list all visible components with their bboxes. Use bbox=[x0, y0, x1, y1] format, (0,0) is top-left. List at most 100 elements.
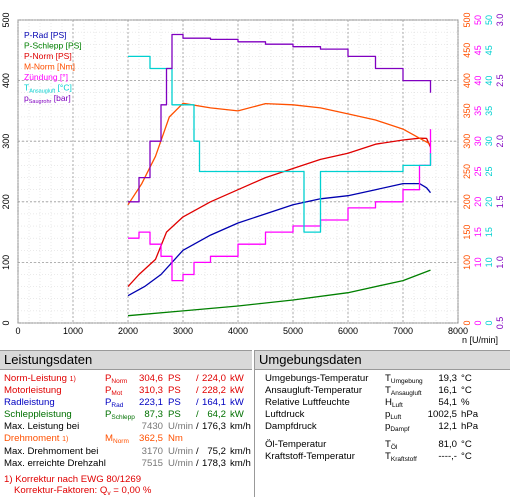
drehmoment-symbol: MNorm bbox=[105, 433, 129, 445]
umgebung-symbol: TAnsaugluft bbox=[385, 385, 422, 397]
drehmoment-unit-1: U/min bbox=[168, 458, 194, 469]
right-axis-1-tick-label: 350 bbox=[462, 103, 472, 118]
right-axis-2-tick-label: 10 bbox=[473, 257, 483, 267]
umgebung-symbol: pDampf bbox=[385, 421, 410, 433]
leistung-value-1: 223,1 bbox=[138, 397, 163, 408]
umgebung-unit: hPa bbox=[461, 409, 479, 420]
umgebung-label: Dampfdruck bbox=[265, 421, 317, 432]
leistung-value-2: 176,3 bbox=[202, 421, 227, 432]
leistung-value-2: 164,1 bbox=[202, 397, 227, 408]
umgebung-value: 12,1 bbox=[438, 421, 457, 432]
x-tick-label: 3000 bbox=[173, 326, 193, 336]
umgebung-unit: °C bbox=[461, 385, 472, 396]
right-axis-4-tick-label: 0.5 bbox=[495, 317, 505, 330]
right-axis-1-tick-label: 150 bbox=[462, 225, 472, 240]
right-axis-1-tick-label: 200 bbox=[462, 194, 472, 209]
umgebung-unit: hPa bbox=[461, 421, 479, 432]
leistung-row: Radleistung PRad 223,1 PS/164,1 kW bbox=[0, 397, 252, 409]
leistung-value-2: 64,2 bbox=[207, 409, 226, 420]
series-line-t_ansaugluft bbox=[128, 55, 432, 233]
leistung-symbol: PRad bbox=[105, 397, 124, 409]
right-axis-1-tick-label: 300 bbox=[462, 134, 472, 149]
umgebung-label: Relative Luftfeuchte bbox=[265, 397, 350, 408]
series-line-p-schlepp bbox=[127, 269, 431, 317]
leistung-row: Schleppleistung PSchlepp 87,3 PS/64,2 kW bbox=[0, 409, 252, 421]
leistung-label: Radleistung bbox=[4, 397, 55, 408]
leistung-label: Motorleistung bbox=[4, 385, 62, 396]
drehmoment-value-1: 3170 bbox=[141, 445, 163, 457]
umgebung-value: 1002,5 bbox=[427, 409, 457, 420]
leistung-symbol: PSchlepp bbox=[105, 409, 135, 421]
leistung-unit-1: PS bbox=[168, 409, 181, 420]
right-axis-2-tick-label: 15 bbox=[473, 227, 483, 237]
right-axis-1-tick-label: 250 bbox=[462, 164, 472, 179]
footnote-2: Korrektur-Faktoren: Qv = 0,00 % bbox=[14, 485, 152, 497]
leistung-value-1: 87,3 bbox=[144, 409, 163, 420]
umgebung-row: Öl-Temperatur TÖl 81,0 °C bbox=[255, 439, 510, 451]
legend-entry: P-Schlepp [PS] bbox=[24, 41, 82, 51]
series-line-p-rad bbox=[127, 182, 432, 297]
right-axis-1-tick-label: 500 bbox=[462, 12, 472, 27]
legend-entry: Zündung [°] bbox=[24, 72, 68, 82]
leistung-row: Norm-Leistung 1) PNorm 304,6 PS/224,0 kW bbox=[0, 373, 252, 385]
umgebung-symbol: HLuft bbox=[385, 397, 403, 409]
umgebung-symbol: TUmgebung bbox=[385, 373, 423, 385]
x-tick-label: 0 bbox=[15, 326, 20, 336]
right-axis-3-tick-label: 50 bbox=[484, 15, 494, 25]
right-axis-3-tick-label: 15 bbox=[484, 227, 494, 237]
drehmoment-value-1: 362,5 bbox=[138, 433, 163, 444]
legend-entry: M-Norm [Nm] bbox=[24, 62, 75, 72]
leistung-unit-1: PS bbox=[168, 397, 181, 408]
drehmoment-label: Drehmoment 1) bbox=[4, 433, 69, 444]
leistung-unit-2: kW bbox=[230, 373, 244, 384]
x-tick-label: 5000 bbox=[283, 326, 303, 336]
left-tick-label: 100 bbox=[1, 255, 11, 270]
right-axis-3-tick-label: 40 bbox=[484, 76, 494, 86]
right-axis-3-tick-label: 0 bbox=[484, 320, 494, 325]
drehmoment-unit-1: Nm bbox=[168, 433, 183, 444]
umgebung-symbol: TKraftstoff bbox=[385, 451, 417, 463]
drehmoment-unit-2: km/h bbox=[230, 445, 251, 457]
right-axis-2-tick-label: 30 bbox=[473, 136, 483, 146]
right-axis-3-tick-label: 20 bbox=[484, 197, 494, 207]
drehmoment-unit-1: U/min bbox=[168, 445, 194, 457]
left-tick-label: 500 bbox=[1, 12, 11, 27]
drehmoment-value-2: 75,2 bbox=[207, 445, 226, 457]
drehmoment-row: Max. erreichte Drehzahl 7515 U/min/178,3 km… bbox=[4, 458, 251, 469]
umgebung-row: Kraftstoff-Temperatur TKraftstoff ----,- °C bbox=[255, 451, 510, 463]
left-tick-label: 300 bbox=[1, 134, 11, 149]
umgebung-value: ----,- bbox=[438, 451, 457, 462]
leistung-value-1: 304,6 bbox=[138, 373, 163, 384]
x-tick-label: 8000 bbox=[448, 326, 468, 336]
umgebung-label: Luftdruck bbox=[265, 409, 305, 420]
right-axis-1-tick-label: 400 bbox=[462, 73, 472, 88]
right-axis-4-tick-label: 1.0 bbox=[495, 256, 505, 269]
leistung-value-1: 310,3 bbox=[138, 385, 163, 396]
right-axis-2-tick-label: 40 bbox=[473, 76, 483, 86]
right-axis-1-tick-label: 0 bbox=[462, 320, 472, 325]
umgebung-row: Luftdruck pLuft 1002,5 hPa bbox=[255, 409, 510, 421]
x-tick-label: 4000 bbox=[228, 326, 248, 336]
drehmoment-row: Max. Drehmoment bei 3170 U/min/75,2 km/h bbox=[4, 445, 251, 457]
leistung-unit-1: PS bbox=[168, 385, 181, 396]
umgebungsdaten-panel: Umgebungsdaten Umgebungs-Temperatur TUmge… bbox=[254, 350, 510, 497]
right-axis-3-tick-label: 10 bbox=[484, 257, 494, 267]
umgebung-row: Dampfdruck pDampf 12,1 hPa bbox=[255, 421, 510, 433]
leistung-value-2: 224,0 bbox=[202, 373, 227, 384]
umgebungsdaten-title: Umgebungsdaten bbox=[259, 352, 362, 367]
leistungsdaten-panel: Leistungsdaten Norm-Leistung 1) PNorm 304,… bbox=[0, 350, 252, 497]
right-axis-2-tick-label: 35 bbox=[473, 106, 483, 116]
umgebung-row: Ansaugluft-Temperatur TAnsaugluft 16,1 °C bbox=[255, 385, 510, 397]
umgebung-label: Kraftstoff-Temperatur bbox=[265, 451, 355, 462]
leistung-symbol: PMot bbox=[105, 385, 123, 397]
right-axis-4-tick-label: 2.5 bbox=[495, 74, 505, 87]
umgebung-unit: % bbox=[461, 397, 470, 408]
right-axis-3-tick-label: 35 bbox=[484, 106, 494, 116]
series-line-zndung bbox=[128, 129, 432, 282]
right-axis-2-tick-label: 20 bbox=[473, 197, 483, 207]
leistung-symbol: PNorm bbox=[105, 373, 128, 385]
umgebung-row: Relative Luftfeuchte HLuft 54,1% bbox=[255, 397, 510, 409]
left-tick-label: 400 bbox=[1, 73, 11, 88]
leistung-value-1: 7430 bbox=[141, 421, 163, 432]
